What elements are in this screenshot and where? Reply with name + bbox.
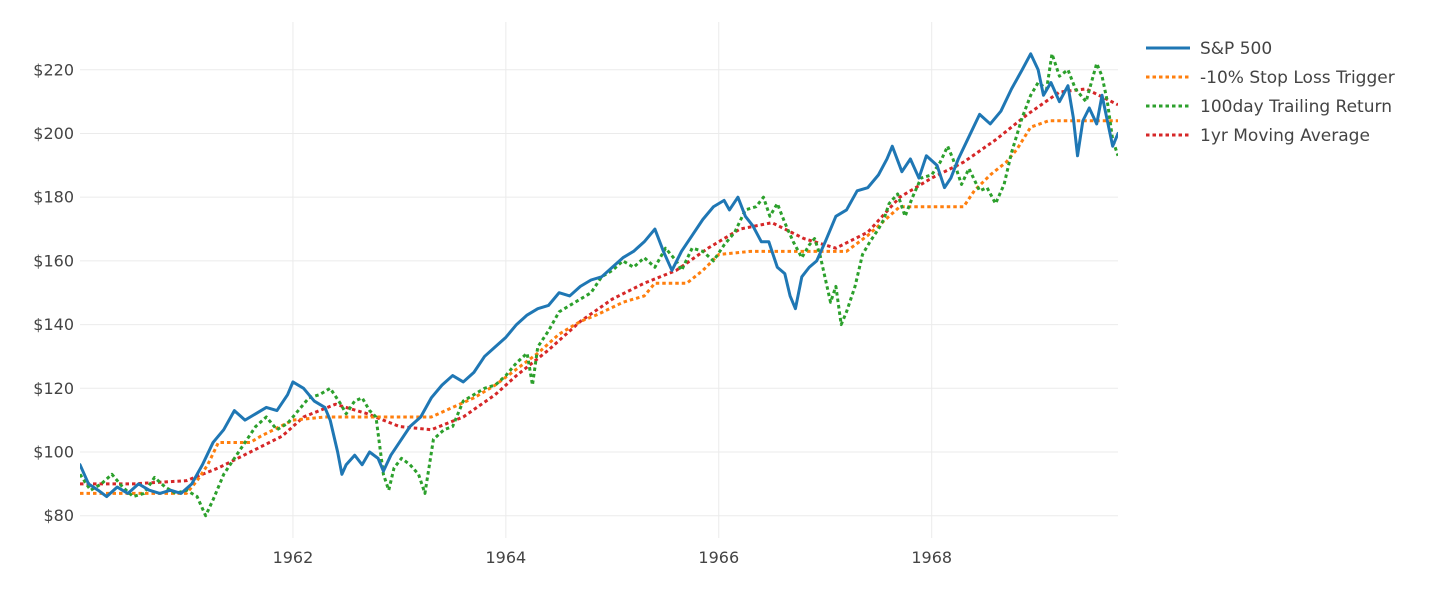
legend-item-1[interactable]: -10% Stop Loss Trigger [1146,68,1395,88]
x-axis: 1962 1964 1966 1968 [273,548,952,567]
series-line-2 [80,52,1118,518]
y-tick-label: $220 [33,60,74,79]
legend-label: S&P 500 [1200,39,1272,59]
legend[interactable]: S&P 500 -10% Stop Loss Trigger 100day Trai… [1146,39,1395,146]
y-axis: $80 $100 $120 $140 $160 $180 $200 $220 [33,60,74,525]
legend-item-0[interactable]: S&P 500 [1146,39,1272,59]
series-line-1 [80,119,1118,495]
y-tick-label: $140 [33,315,74,334]
y-tick-label: $160 [33,251,74,270]
legend-item-3[interactable]: 1yr Moving Average [1146,126,1370,146]
series-line-3 [80,87,1118,486]
x-tick-label: 1968 [911,548,952,567]
x-tick-label: 1962 [273,548,314,567]
y-tick-label: $200 [33,124,74,143]
legend-label: 1yr Moving Average [1200,126,1370,146]
y-tick-label: $100 [33,443,74,462]
legend-label: -10% Stop Loss Trigger [1200,68,1395,88]
x-tick-label: 1966 [698,548,739,567]
legend-item-2[interactable]: 100day Trailing Return [1146,97,1392,117]
legend-label: 100day Trailing Return [1200,97,1392,117]
grid [80,22,1118,538]
y-tick-label: $120 [33,379,74,398]
y-tick-label: $80 [43,506,74,525]
plot-area [80,52,1118,518]
series-line-0 [80,52,1118,499]
y-tick-label: $180 [33,188,74,207]
x-tick-label: 1964 [485,548,526,567]
